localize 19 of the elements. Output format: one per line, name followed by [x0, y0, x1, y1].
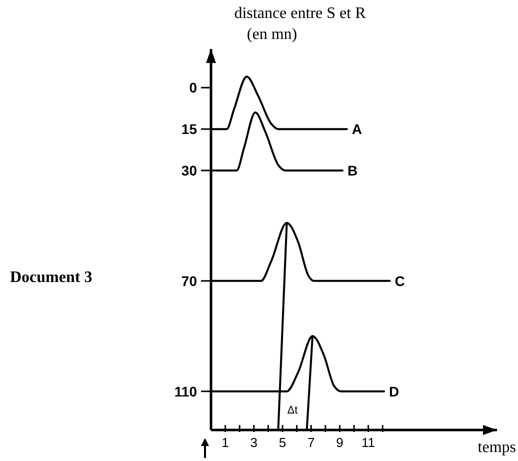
annotation: Δt [287, 404, 298, 416]
x-axis-title: temps [478, 439, 516, 456]
series-label: C [394, 272, 405, 289]
text: Document 3 [10, 269, 92, 286]
x-tick-label: 5 [278, 435, 286, 450]
series-label: B [348, 162, 358, 178]
y-tick-label: 15 [181, 121, 198, 138]
x-tick-label: 9 [336, 435, 344, 450]
y-tick-label: 0 [189, 80, 198, 96]
y-tick-label: 110 [174, 383, 198, 400]
y-axis-title: distance entre S et R (en mn) [234, 5, 366, 43]
x-tick-label: 3 [250, 435, 258, 450]
x-tick-label: 7 [307, 435, 315, 450]
series-label: A [352, 121, 362, 138]
x-tick-label: 11 [362, 435, 376, 450]
series-label: D [389, 383, 400, 400]
x-tick-label: 1 [222, 435, 229, 450]
y-tick-label: 70 [181, 272, 198, 289]
y-tick-label: 30 [181, 162, 198, 178]
